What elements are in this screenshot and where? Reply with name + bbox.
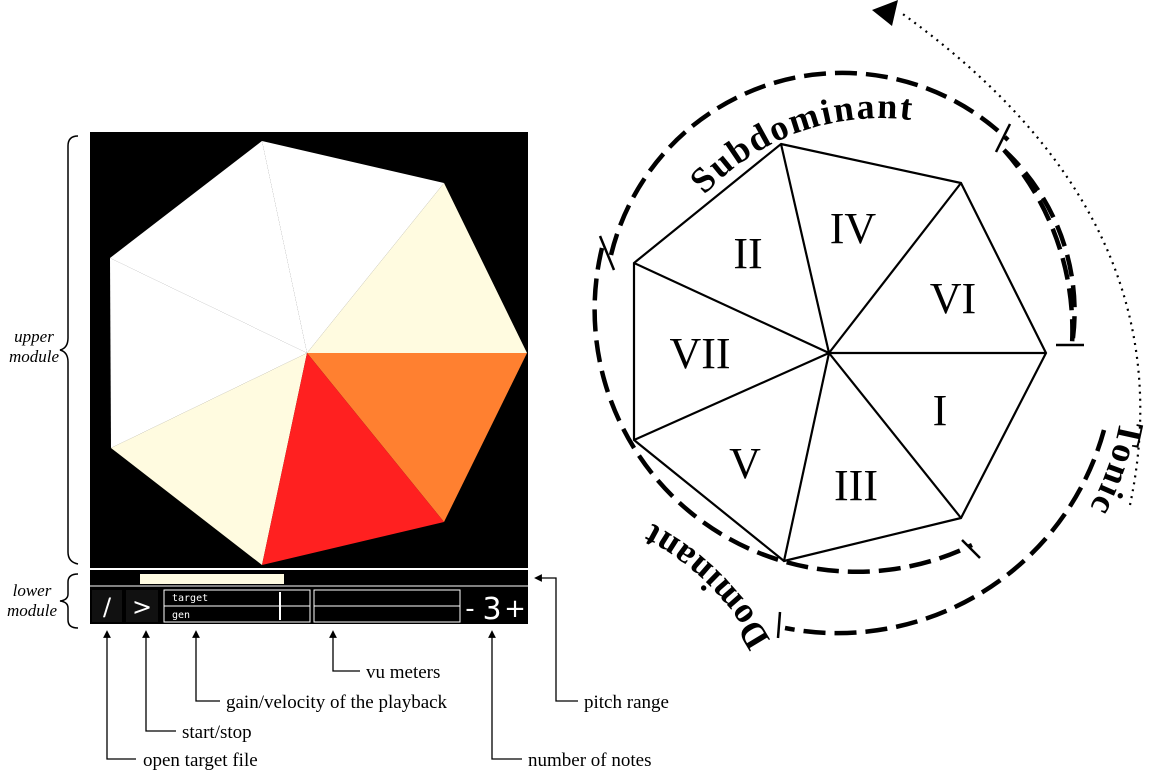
rotation-arrow <box>899 11 1142 506</box>
heptagon-slice-top <box>262 141 444 353</box>
open-file-button-label: / <box>103 593 112 621</box>
arc-tick <box>598 235 616 271</box>
subdominant-label: Subdominant <box>682 86 917 201</box>
function-diagram: IV VI I III V VII II Subdominant <box>592 0 1152 656</box>
heptagon-outline <box>632 142 1048 563</box>
heptagon-slice-bottom <box>262 353 444 565</box>
dominant-arc <box>592 247 973 575</box>
callout-pitch-range-text: pitch range <box>584 692 669 713</box>
heptagon-slice-top-left <box>110 141 307 353</box>
callout-number-of-notes-line <box>488 630 522 760</box>
callout-start-stop-line <box>142 630 176 732</box>
open-file-button[interactable] <box>92 590 122 622</box>
notes-increase-button[interactable]: + <box>504 594 526 624</box>
tonic-label: Tonic <box>1082 418 1152 523</box>
segment-label-v: V <box>729 439 761 488</box>
subdominant-arc <box>608 70 1010 256</box>
arc-tick <box>961 539 981 559</box>
callout-gain-line <box>192 630 220 702</box>
callout-start-stop-text: start/stop <box>182 722 252 743</box>
upper-module[interactable] <box>90 132 528 568</box>
segment-label-iii: III <box>834 461 878 510</box>
heptagon-slice-top-right <box>307 183 527 353</box>
heptagon-slice-left <box>110 258 307 448</box>
heptagon-slice-bottom-left <box>111 353 307 565</box>
lower-module-label-line1: lower <box>13 581 52 600</box>
dominant-label: Dominant <box>635 515 777 656</box>
segment-label-vii: VII <box>669 329 730 378</box>
notes-count-value: 3 <box>482 592 501 627</box>
upper-module-label-line1: upper <box>14 327 54 346</box>
start-stop-button[interactable] <box>126 590 158 622</box>
heptagon-spoke <box>633 262 830 354</box>
tonic-lower-arc <box>784 429 1107 636</box>
lower-module-brace <box>59 573 79 629</box>
callout-open-file-line <box>103 630 136 760</box>
start-stop-button-label: > <box>132 593 152 621</box>
heptagon-spoke <box>633 351 830 442</box>
function-arcs <box>592 70 1107 636</box>
tonic-outer-arc <box>1002 148 1075 346</box>
left-panel: upper module lower module / > <box>7 132 669 770</box>
callout-gain-text: gain/velocity of the playback <box>226 692 448 713</box>
heptagon-spoke <box>828 182 962 354</box>
arc-tick <box>776 611 782 639</box>
arc-tick <box>994 123 1012 153</box>
upper-module-brace <box>59 135 79 565</box>
lower-module-label-line2: module <box>7 601 58 620</box>
heptagon-slice-right <box>307 353 527 522</box>
lower-module: / > target gen - 3 + <box>90 570 528 627</box>
heptagon-spoke <box>779 143 831 354</box>
notes-decrease-button[interactable]: - <box>465 594 474 624</box>
tonic-inner-arc <box>1002 148 1077 346</box>
segment-label-i: I <box>933 386 948 435</box>
arc-ticks <box>598 123 1084 639</box>
heptagon <box>632 142 1048 563</box>
callout-open-file-text: open target file <box>143 750 258 770</box>
callout-number-of-notes-text: number of notes <box>528 750 651 770</box>
heptagon-spoke <box>828 352 962 519</box>
segment-label-iv: IV <box>830 204 877 253</box>
callout-pitch-range-line <box>534 574 578 702</box>
heptagon-spoke <box>782 352 831 562</box>
gain-meter-target-label: target <box>172 593 208 604</box>
callout-vu-meters-text: vu meters <box>366 662 440 683</box>
segment-label-vi: VI <box>930 274 976 323</box>
pitch-range-slider[interactable] <box>140 574 284 584</box>
gain-meter-gen-label: gen <box>172 610 190 621</box>
rotation-arrowhead <box>872 0 898 26</box>
segment-label-ii: II <box>733 229 762 278</box>
callouts <box>103 574 578 760</box>
callout-vu-meters-line <box>329 630 360 672</box>
upper-module-label-line2: module <box>9 347 60 366</box>
